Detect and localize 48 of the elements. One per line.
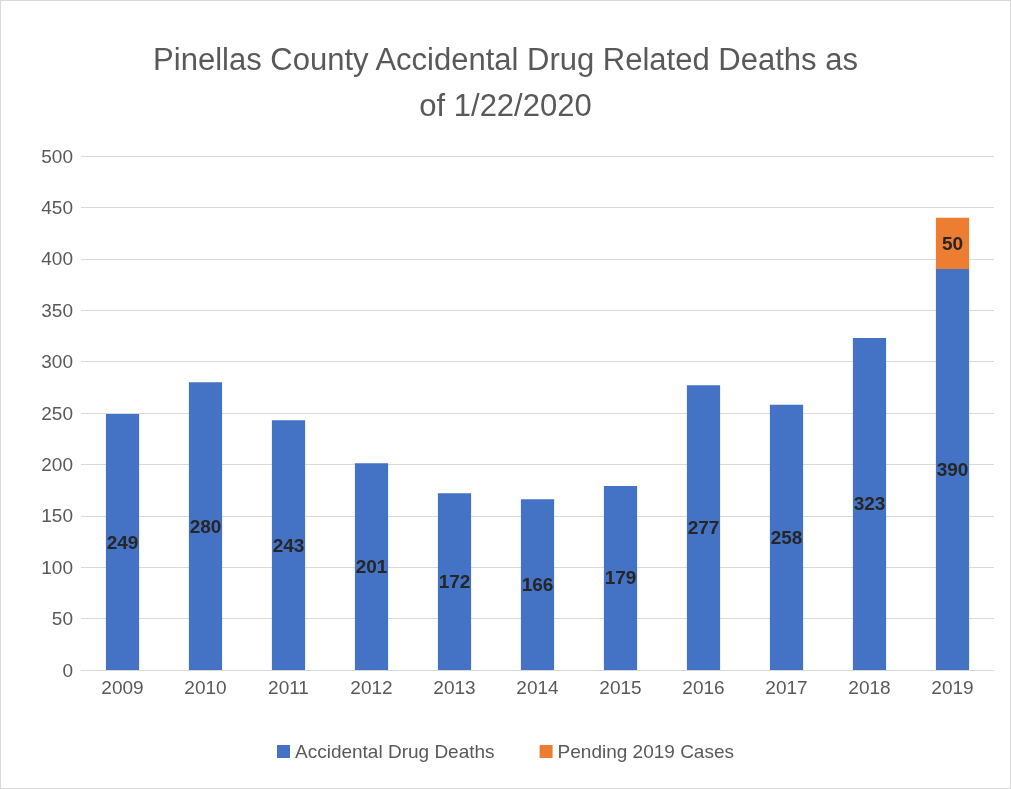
bar <box>354 463 389 670</box>
data-label: 243 <box>272 534 305 556</box>
bar <box>437 493 472 670</box>
bar <box>852 337 887 670</box>
x-tick-label: 2018 <box>848 677 891 698</box>
data-label: 277 <box>687 517 720 539</box>
x-tick-label: 2012 <box>350 677 393 698</box>
data-label: 172 <box>438 571 471 593</box>
x-tick-label: 2013 <box>433 677 476 698</box>
y-tick-label: 0 <box>62 659 73 681</box>
x-tick-label: 2016 <box>682 677 725 698</box>
x-tick-label: 2015 <box>599 677 642 698</box>
bar <box>271 420 306 670</box>
legend-label: Accidental Drug Deaths <box>294 741 495 762</box>
y-tick-label: 150 <box>41 505 73 527</box>
data-label: 201 <box>355 556 388 578</box>
data-label: 390 <box>936 459 969 481</box>
y-tick-label: 50 <box>51 608 73 630</box>
bar <box>935 269 970 670</box>
y-tick-label: 300 <box>41 351 73 373</box>
legend-label: Pending 2019 Cases <box>557 741 735 762</box>
bar <box>520 499 555 670</box>
x-tick-label: 2017 <box>765 677 808 698</box>
x-tick-label: 2010 <box>184 677 227 698</box>
y-tick-label: 250 <box>41 402 73 424</box>
bar <box>769 404 804 670</box>
y-tick-label: 450 <box>41 196 73 218</box>
data-label: 323 <box>853 493 886 515</box>
x-tick-label: 2011 <box>268 677 309 698</box>
bar <box>686 385 721 670</box>
bar <box>188 382 223 670</box>
y-tick-label: 100 <box>41 556 73 578</box>
data-label: 179 <box>604 567 637 589</box>
data-label: 258 <box>770 526 803 548</box>
data-label: 166 <box>521 574 554 596</box>
bar <box>603 485 638 670</box>
data-label: 249 <box>106 531 139 553</box>
x-tick-label: 2014 <box>516 677 560 698</box>
y-tick-label: 200 <box>41 453 73 475</box>
data-label: 280 <box>189 515 222 537</box>
y-tick-label: 500 <box>41 145 73 167</box>
x-tick-label: 2019 <box>931 677 974 698</box>
y-tick-label: 350 <box>41 299 73 321</box>
chart-title: Pinellas County Accidental Drug Related Deaths as of 1/22/2020 <box>153 41 858 123</box>
y-tick-label: 400 <box>41 248 73 270</box>
bar <box>105 414 140 670</box>
x-tick-label: 2009 <box>101 677 144 698</box>
data-label: 50 <box>941 232 964 254</box>
